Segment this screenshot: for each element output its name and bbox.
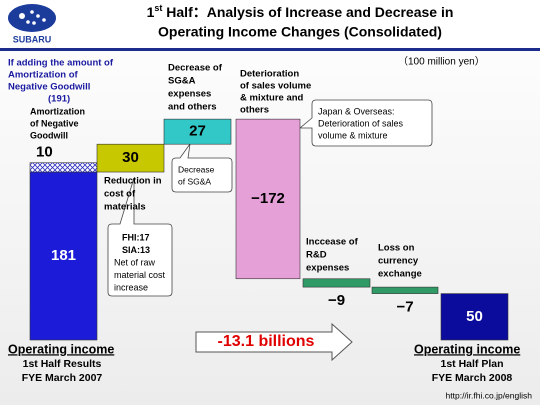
- title-line: Operating Income Changes (Consolidated): [158, 24, 442, 40]
- annotation: If adding the amount of: [8, 58, 114, 69]
- callout: [171, 143, 233, 193]
- annotation: others: [240, 105, 269, 116]
- value-label: 27: [189, 123, 206, 140]
- annotation: currency: [378, 256, 419, 267]
- value-label: 50: [466, 308, 483, 325]
- annotation: and others: [168, 102, 217, 113]
- annotation: Deterioration of sales: [318, 118, 404, 128]
- bar: [440, 293, 509, 341]
- annotation: FHI:17: [122, 232, 150, 242]
- annotation: materials: [104, 202, 146, 213]
- callout: [298, 99, 433, 147]
- value-label: 181: [51, 247, 76, 264]
- annotation: Amortization of: [8, 70, 78, 81]
- value-label: −7: [396, 299, 413, 316]
- change-arrow: [195, 322, 353, 362]
- category-label: 1st Half Plan: [440, 358, 503, 370]
- annotation: Reduction in: [104, 176, 162, 187]
- category-label: Operating income: [8, 342, 114, 356]
- bar: [371, 286, 439, 294]
- annotation: of SG&A: [178, 176, 211, 186]
- annotation: Decrease of: [168, 63, 223, 74]
- annotation: (191): [48, 94, 70, 105]
- url: http://ir.fhi.co.jp/english: [446, 390, 533, 400]
- title-line: 1st Half：Analysis of Increase and Decrea…: [147, 3, 454, 19]
- title-sup: st: [154, 3, 162, 13]
- annotation: Decrease: [178, 164, 215, 174]
- category-label: Operating income: [414, 342, 520, 356]
- annotation: exchange: [378, 269, 422, 280]
- annotation: Negative Goodwill: [8, 82, 90, 93]
- value-label: 30: [122, 149, 139, 166]
- category-label: 1st Half Results: [23, 358, 102, 370]
- bar: [29, 171, 98, 341]
- header-band: [0, 0, 540, 48]
- annotation: SG&A: [168, 76, 196, 87]
- bar: [96, 143, 165, 173]
- bar: [163, 118, 232, 145]
- annotation: volume & mixture: [318, 130, 388, 140]
- annotation: expenses: [306, 263, 349, 274]
- annotation: Inccease of: [306, 237, 359, 248]
- value-label: −9: [328, 292, 345, 309]
- category-label: FYE March 2008: [432, 372, 513, 384]
- logo-text: SUBARU: [13, 34, 52, 44]
- annotation: material cost: [114, 270, 166, 280]
- annotation: expenses: [168, 89, 211, 100]
- value-label: −172: [251, 190, 285, 207]
- annotation: & mixture and: [240, 93, 304, 104]
- callout: [107, 177, 173, 297]
- annotation: SIA:13: [122, 245, 150, 255]
- annotation: Japan & Overseas:: [318, 106, 395, 116]
- bar: [302, 278, 371, 288]
- annotation: Amortization: [30, 106, 85, 116]
- annotation: Loss on: [378, 243, 415, 254]
- bar: [235, 118, 301, 280]
- annotation: increase: [114, 282, 148, 292]
- category-label: FYE March 2007: [22, 372, 103, 384]
- annotation: Net of raw: [114, 257, 156, 267]
- header-rule: [0, 48, 540, 51]
- logo: SUBARU: [8, 4, 56, 44]
- title-num: 1: [147, 4, 155, 20]
- unit-label: （100 million yen）: [398, 56, 485, 68]
- annotation: cost of: [104, 189, 136, 200]
- annotation: of sales volume: [240, 81, 311, 92]
- annotation: of Negative: [30, 118, 79, 128]
- amortization-bar: [29, 162, 98, 173]
- annotation: Deterioration: [240, 69, 299, 80]
- change-label: -13.1 billions: [218, 333, 315, 350]
- title-text: Half：Analysis of Increase and Decrease i…: [162, 4, 453, 20]
- annotation: Goodwill: [30, 130, 68, 140]
- amortization-label: 10: [36, 144, 53, 161]
- annotation: R&D: [306, 250, 327, 261]
